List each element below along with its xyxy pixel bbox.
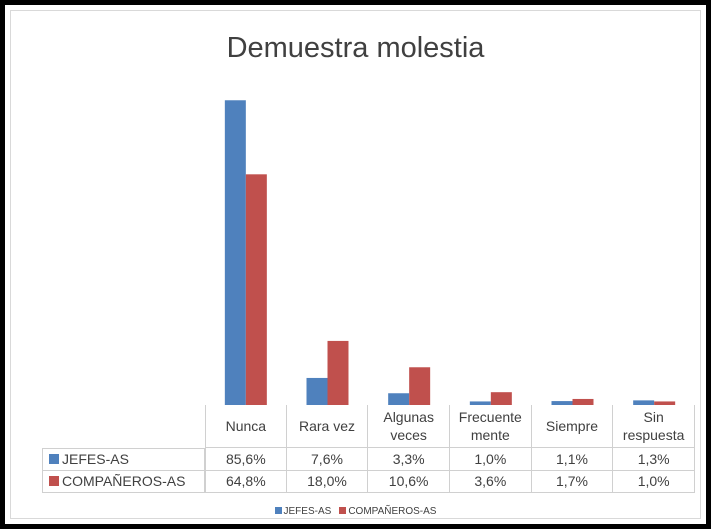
bar xyxy=(572,398,594,405)
bar xyxy=(388,393,410,405)
table-value: 3,3% xyxy=(368,448,450,471)
bar xyxy=(327,340,349,405)
table-value: 1,3% xyxy=(613,448,695,471)
bar xyxy=(633,400,655,405)
bar xyxy=(245,174,267,405)
bar xyxy=(490,392,512,405)
legend-item: JEFES-AS xyxy=(274,506,332,517)
table-value: 85,6% xyxy=(205,448,287,471)
legend-swatch xyxy=(339,507,347,514)
table-row-label: COMPAÑEROS-AS xyxy=(42,470,205,493)
legend-label: COMPAÑEROS-AS xyxy=(348,506,437,517)
table-row-label: JEFES-AS xyxy=(42,448,205,471)
table-value: 3,6% xyxy=(450,470,532,493)
table-value: 10,6% xyxy=(368,470,450,493)
table-value: 18,0% xyxy=(286,470,369,493)
x-tick-label: Nunca xyxy=(205,405,287,448)
chart-area xyxy=(10,10,701,519)
x-tick-label: Siempre xyxy=(531,405,614,448)
bar xyxy=(551,401,573,405)
legend: JEFES-AS COMPAÑEROS-AS xyxy=(0,506,711,517)
legend-item: COMPAÑEROS-AS xyxy=(339,506,436,517)
x-tick-label: Frecuente mente xyxy=(450,405,532,448)
legend-swatch xyxy=(49,454,59,465)
table-value: 64,8% xyxy=(205,470,287,493)
bar xyxy=(224,100,246,405)
x-tick-label: Sin respuesta xyxy=(613,405,695,448)
bar xyxy=(654,401,676,405)
table-value: 7,6% xyxy=(286,448,369,471)
series-name: JEFES-AS xyxy=(62,451,129,468)
legend-label: JEFES-AS xyxy=(283,506,332,517)
table-value: 1,1% xyxy=(531,448,614,471)
x-tick-label: Rara vez xyxy=(286,405,369,448)
chart-title: Demuestra molestia xyxy=(226,32,485,64)
series-name: COMPAÑEROS-AS xyxy=(62,473,186,490)
table-value: 1,7% xyxy=(531,470,614,493)
legend-swatch xyxy=(274,507,282,514)
table-value: 1,0% xyxy=(450,448,532,471)
table-value: 1,0% xyxy=(613,470,695,493)
bar xyxy=(306,377,328,405)
bar xyxy=(469,401,491,405)
legend-swatch xyxy=(49,476,59,487)
x-tick-label: Algunas veces xyxy=(368,405,450,448)
bar xyxy=(409,367,431,405)
